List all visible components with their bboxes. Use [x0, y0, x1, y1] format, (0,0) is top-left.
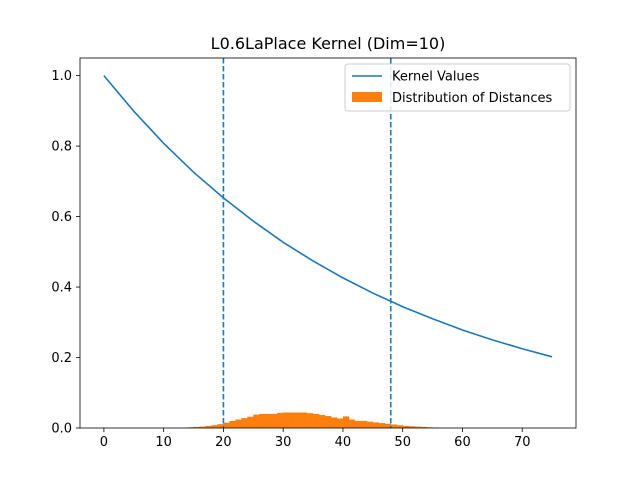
histogram-bar: [217, 424, 224, 428]
histogram-bar: [205, 425, 212, 428]
kernel-values-line: [103, 75, 553, 358]
histogram-bar: [199, 426, 206, 428]
histogram-bar: [378, 423, 386, 428]
x-tick-label: 0: [100, 435, 108, 450]
x-axis: 0 10 20 30 40 50 60 70: [100, 428, 531, 450]
histogram-bar: [289, 412, 296, 428]
histogram-bar: [223, 422, 230, 428]
histogram-bar: [402, 425, 409, 428]
histogram-bar: [259, 413, 266, 428]
x-tick-label: 60: [454, 435, 471, 450]
histogram-bar: [384, 423, 392, 428]
histogram-bar: [211, 425, 218, 428]
histogram-bar: [390, 424, 398, 428]
histogram-bar: [241, 418, 248, 428]
y-tick-label: 0.0: [51, 422, 72, 437]
x-tick-label: 20: [215, 435, 232, 450]
histogram-bar: [313, 413, 320, 428]
histogram-bar: [271, 413, 278, 428]
x-tick-label: 30: [275, 435, 292, 450]
y-tick-label: 0.4: [51, 281, 72, 296]
y-axis: 0.0 0.2 0.4 0.6 0.8 1.0: [51, 69, 80, 437]
x-tick-label: 10: [155, 435, 172, 450]
histogram-bar: [229, 420, 236, 428]
histogram-bar: [325, 416, 332, 428]
histogram-bar: [354, 420, 362, 428]
histogram-bar: [247, 416, 254, 428]
histogram-bar: [342, 416, 350, 428]
legend-box: [344, 63, 571, 112]
legend-label-distribution: Distribution of Distances: [392, 91, 552, 106]
y-tick-label: 0.6: [51, 210, 72, 225]
histogram-bar: [414, 426, 421, 428]
y-tick-label: 0.8: [51, 140, 72, 155]
axes-frame: [79, 57, 577, 429]
legend: Kernel Values Distribution of Distances: [344, 63, 571, 112]
histogram-bar: [307, 413, 314, 428]
histogram-bar: [366, 421, 374, 428]
histogram-bar: [348, 419, 356, 428]
y-tick-label: 1.0: [51, 69, 72, 84]
histogram-bar: [295, 412, 302, 428]
x-tick-label: 70: [514, 435, 531, 450]
histogram-bar: [330, 417, 338, 428]
legend-label-kernel-values: Kernel Values: [392, 70, 480, 85]
histogram-bar: [336, 418, 344, 428]
y-tick-label: 0.2: [51, 351, 72, 366]
histogram-bar: [372, 422, 380, 428]
legend-swatch-distribution: [352, 92, 382, 102]
x-tick-label: 50: [394, 435, 411, 450]
histogram-bar: [235, 419, 242, 428]
x-tick-label: 40: [335, 435, 352, 450]
histogram-bar: [253, 414, 260, 428]
histogram-bar: [396, 425, 403, 428]
histogram-bar: [277, 412, 284, 428]
histogram-bar: [420, 426, 427, 428]
histogram-bar: [301, 412, 308, 428]
histogram-bar: [360, 420, 368, 428]
chart-title: L0.6LaPlace Kernel (Dim=10): [211, 34, 446, 53]
histogram-bar: [408, 426, 415, 428]
plot-area: [79, 57, 577, 429]
histogram-bar: [319, 414, 326, 428]
histogram-bar: [265, 413, 272, 428]
histogram-bar: [193, 426, 200, 428]
histogram-bar: [283, 412, 290, 428]
